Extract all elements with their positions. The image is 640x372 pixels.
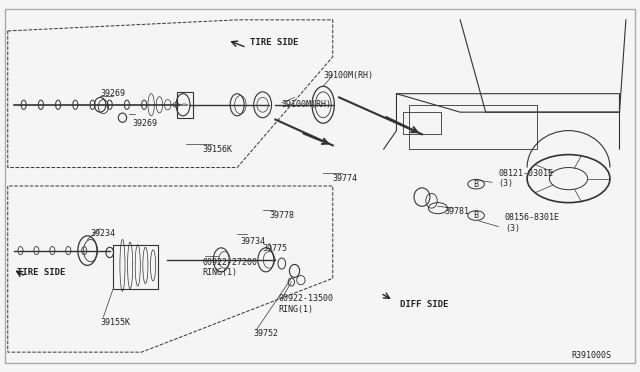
Text: 00922-13500
RING(1): 00922-13500 RING(1) — [278, 295, 333, 314]
Text: 39155K: 39155K — [100, 318, 130, 327]
Text: B: B — [474, 180, 479, 189]
Bar — [403, 112, 441, 134]
Text: B: B — [474, 211, 479, 220]
Text: 39775: 39775 — [262, 244, 287, 253]
Text: TIRE SIDE: TIRE SIDE — [250, 38, 298, 46]
Text: 39156K: 39156K — [202, 145, 232, 154]
Text: 39781: 39781 — [444, 207, 469, 217]
Text: 08156-8301E
(3): 08156-8301E (3) — [505, 213, 560, 232]
Text: 39778: 39778 — [269, 211, 294, 220]
Text: DIFF SIDE: DIFF SIDE — [399, 300, 448, 309]
Text: R391000S: R391000S — [572, 351, 612, 360]
Text: 00922-27200
RING(1): 00922-27200 RING(1) — [202, 257, 257, 277]
Text: 39774: 39774 — [333, 174, 358, 183]
Text: 39734: 39734 — [241, 237, 266, 246]
Bar — [113, 245, 157, 289]
Text: 39234: 39234 — [91, 230, 116, 238]
Text: 39269: 39269 — [132, 119, 157, 128]
Text: 39100M(RH): 39100M(RH) — [282, 100, 332, 109]
Bar — [409, 105, 537, 149]
Text: 39752: 39752 — [253, 329, 278, 338]
Text: TIRE SIDE: TIRE SIDE — [17, 268, 66, 277]
Text: 39269: 39269 — [100, 89, 125, 98]
Bar — [177, 92, 193, 118]
Text: 39100M(RH): 39100M(RH) — [323, 71, 373, 80]
Text: 08121-0301E
(3): 08121-0301E (3) — [499, 169, 554, 188]
